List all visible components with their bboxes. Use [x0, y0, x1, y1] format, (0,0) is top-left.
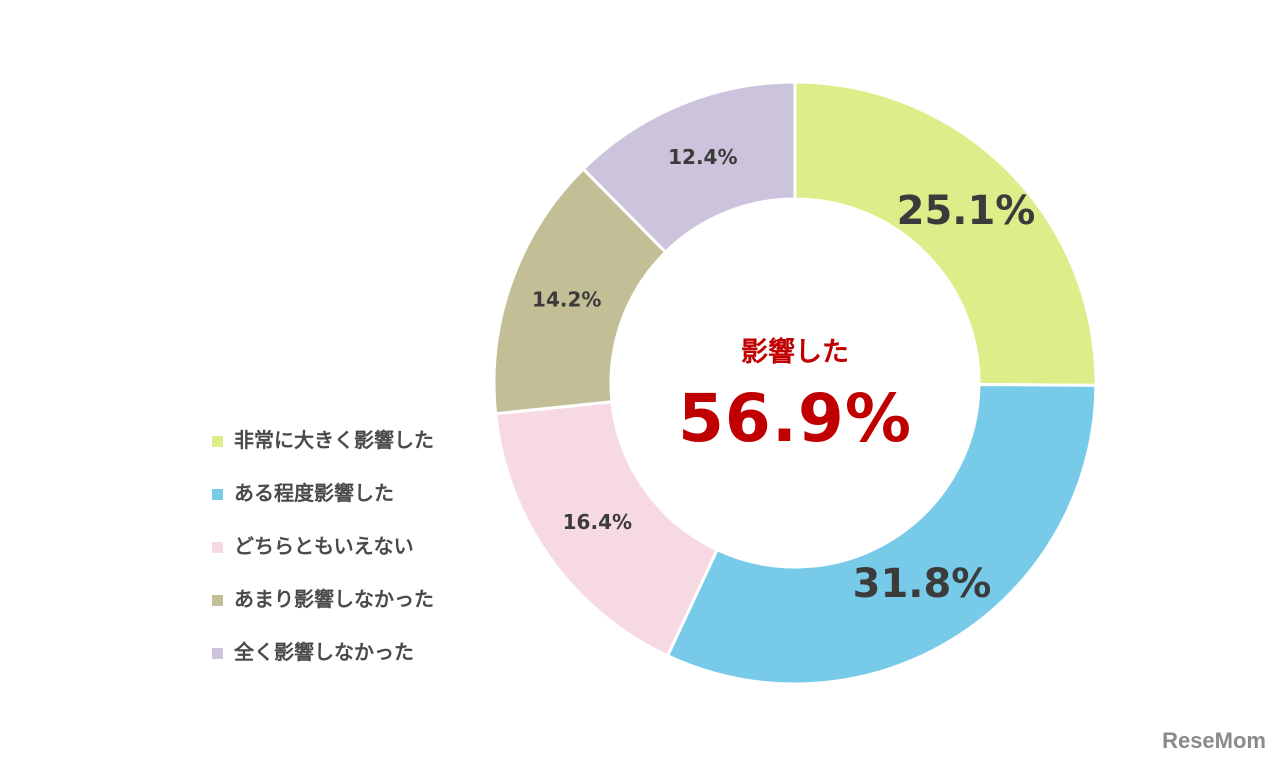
legend-label: あまり影響しなかった	[234, 587, 434, 611]
donut-slice	[581, 80, 797, 255]
legend-swatch	[212, 489, 223, 500]
donut-slice	[665, 382, 1098, 686]
legend-item: ある程度影響した	[212, 465, 434, 518]
slice-label: 14.2%	[532, 288, 601, 312]
center-title: 影響した	[741, 337, 849, 368]
legend-label: 全く影響しなかった	[234, 640, 414, 664]
donut-slice	[493, 400, 720, 658]
slice-label: 31.8%	[853, 561, 992, 607]
legend-swatch	[212, 595, 223, 606]
legend-item: 全く影響しなかった	[212, 624, 434, 677]
center-value: 56.9%	[678, 380, 912, 457]
legend-label: 非常に大きく影響した	[234, 428, 434, 452]
legend-swatch	[212, 436, 223, 447]
legend: 非常に大きく影響した ある程度影響した どちらともいえない あまり影響しなかった…	[212, 412, 434, 677]
legend-swatch	[212, 648, 223, 659]
slice-label: 16.4%	[563, 510, 632, 534]
legend-label: ある程度影響した	[234, 481, 394, 505]
watermark-logo: ReseMom	[1162, 728, 1266, 753]
legend-swatch	[212, 542, 223, 553]
donut-slice	[793, 80, 1098, 387]
legend-label: どちらともいえない	[234, 534, 414, 558]
legend-item: どちらともいえない	[212, 518, 434, 571]
slice-label: 12.4%	[668, 145, 737, 169]
legend-item: あまり影響しなかった	[212, 571, 434, 624]
slice-label: 25.1%	[897, 188, 1036, 234]
legend-item: 非常に大きく影響した	[212, 412, 434, 465]
